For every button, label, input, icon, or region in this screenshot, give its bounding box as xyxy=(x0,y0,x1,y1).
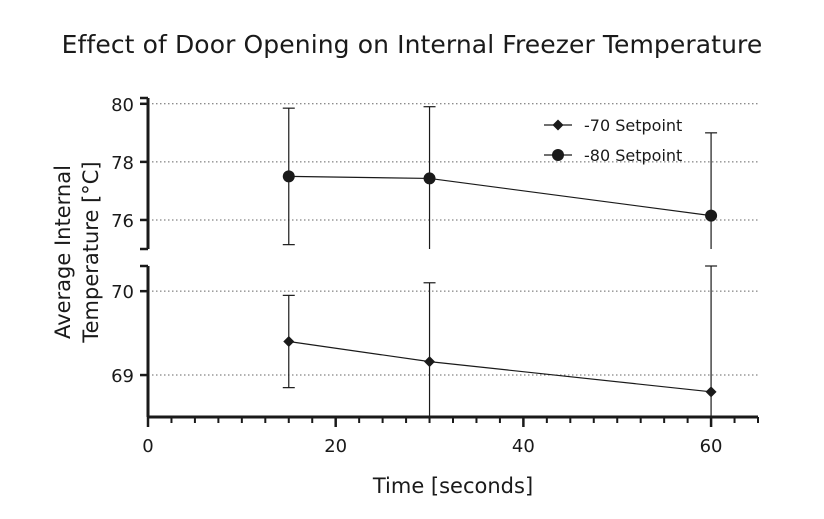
legend-marker xyxy=(552,149,564,161)
axes-layer: 69 70 76 78 80 0 20 40 60 xyxy=(111,95,759,457)
legend-label: -80 Setpoint xyxy=(584,146,682,165)
x-tick-label: 60 xyxy=(700,436,723,457)
grid-layer xyxy=(148,103,758,376)
series-layer xyxy=(282,106,718,417)
data-point xyxy=(282,170,295,183)
data-point xyxy=(423,172,436,185)
chart-title: Effect of Door Opening on Internal Freez… xyxy=(61,30,763,59)
legend-marker xyxy=(552,119,564,131)
series-2 xyxy=(282,106,718,249)
y-tick-label: 78 xyxy=(111,153,134,174)
legend-label: -70 Setpoint xyxy=(584,116,682,135)
y-axis-label: Average Internal Temperature [°C] xyxy=(49,102,105,402)
x-tick-label: 0 xyxy=(142,436,153,457)
data-point xyxy=(705,386,717,398)
series-line xyxy=(288,340,712,393)
series-1 xyxy=(282,265,718,417)
series-line xyxy=(288,175,712,217)
y-axis-label-line-2: Temperature [°C] xyxy=(79,161,103,343)
x-axis-label: Time [seconds] xyxy=(372,474,534,498)
x-tick-label: 40 xyxy=(512,436,535,457)
x-tick-label: 20 xyxy=(324,436,347,457)
y-tick-label: 70 xyxy=(111,282,134,303)
y-tick-label: 80 xyxy=(111,95,134,116)
data-point xyxy=(283,336,295,347)
y-axis-label-line-1: Average Internal xyxy=(51,165,75,339)
data-point xyxy=(705,209,718,222)
legend-layer: -70 Setpoint -80 Setpoint xyxy=(544,116,682,165)
y-tick-label: 76 xyxy=(111,211,134,232)
data-point xyxy=(424,356,436,368)
y-tick-label: 69 xyxy=(111,366,134,387)
